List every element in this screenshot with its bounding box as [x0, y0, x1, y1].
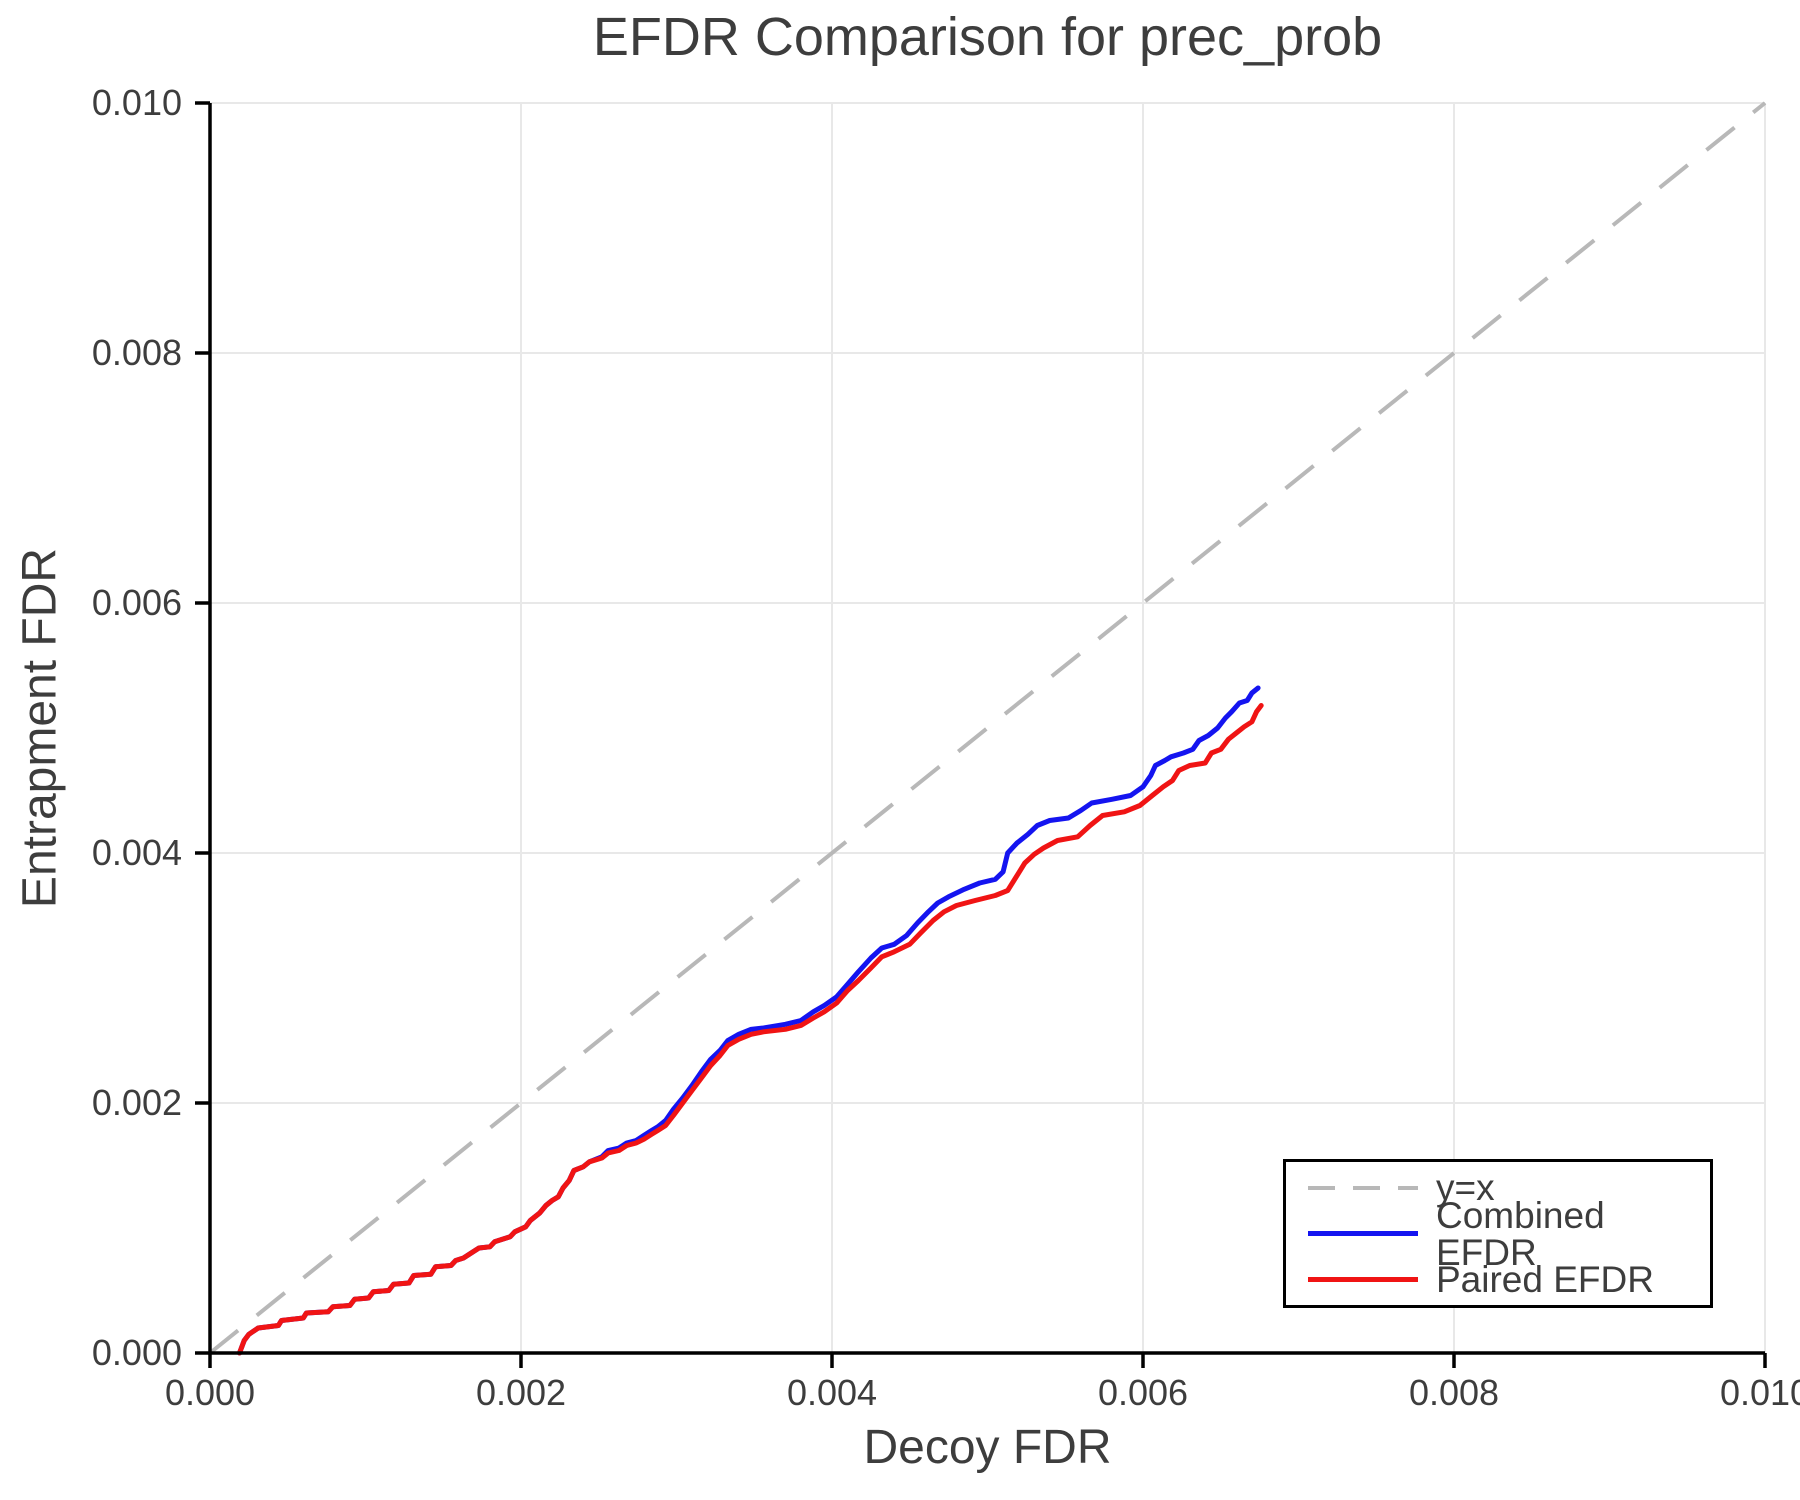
legend-line-sample-combined [1308, 1231, 1418, 1236]
x-tick-label: 0.000 [165, 1372, 255, 1413]
legend: y=x Combined EFDR Paired EFDR [1283, 1159, 1713, 1308]
y-tick-label: 0.008 [92, 332, 182, 373]
legend-label: Combined EFDR [1436, 1194, 1605, 1273]
y-tick-label: 0.002 [92, 1082, 182, 1123]
legend-line-sample-dashed [1308, 1185, 1418, 1190]
legend-item-paired-efdr: Paired EFDR [1308, 1260, 1710, 1300]
x-tick-label: 0.010 [1720, 1372, 1800, 1413]
x-tick-label: 0.008 [1409, 1372, 1499, 1413]
x-axis-label: Decoy FDR [863, 1421, 1112, 1474]
x-tick-label: 0.006 [1098, 1372, 1188, 1413]
legend-line-sample-paired [1308, 1276, 1418, 1282]
legend-label: y=x [1436, 1167, 1495, 1209]
y-tick-label: 0.004 [92, 832, 182, 873]
y-tick-label: 0.010 [92, 82, 182, 123]
chart-title: EFDR Comparison for prec_prob [592, 7, 1383, 67]
y-tick-label: 0.006 [92, 582, 182, 623]
y-axis-label: Entrapment FDR [13, 547, 67, 909]
reference-line-y-equals-x [208, 101, 1767, 1355]
series-line-paired-efdr [237, 703, 1264, 1356]
y-tick-label: 0.000 [92, 1332, 182, 1373]
legend-label: Paired EFDR [1436, 1258, 1654, 1300]
series-line-combined-efdr [237, 685, 1261, 1356]
legend-item-yx: y=x [1308, 1168, 1710, 1208]
legend-item-combined-efdr: Combined EFDR [1308, 1197, 1710, 1271]
x-tick-label: 0.002 [476, 1372, 566, 1413]
x-tick-label: 0.004 [787, 1372, 877, 1413]
